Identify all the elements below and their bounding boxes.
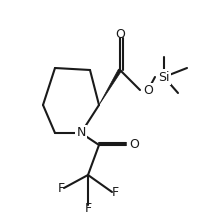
- Text: Si: Si: [158, 71, 170, 83]
- Text: F: F: [58, 182, 64, 194]
- Text: O: O: [143, 83, 153, 97]
- Polygon shape: [99, 69, 122, 105]
- Text: N: N: [76, 127, 86, 139]
- Text: O: O: [115, 28, 125, 40]
- Text: F: F: [84, 202, 92, 216]
- Text: O: O: [129, 139, 139, 151]
- Text: F: F: [112, 186, 119, 198]
